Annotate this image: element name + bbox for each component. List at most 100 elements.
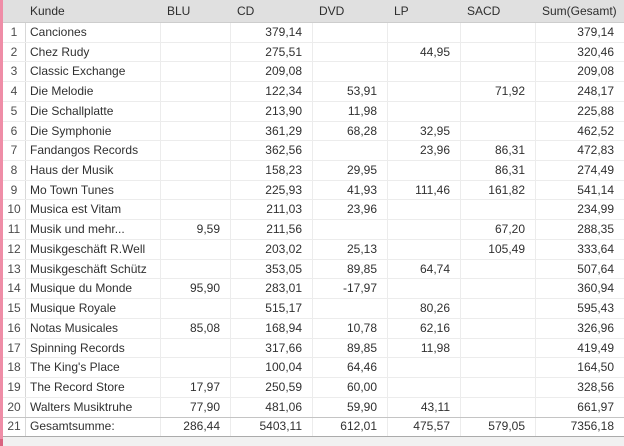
table-row[interactable]: 19 The Record Store 17,97 250,59 60,00 3… xyxy=(3,377,624,398)
cell-lp[interactable] xyxy=(388,23,461,42)
table-row[interactable]: 11 Musik und mehr... 9,59 211,56 67,20 2… xyxy=(3,220,624,240)
row-number-cell[interactable]: 10 xyxy=(3,200,26,220)
cell-blu[interactable]: 95,90 xyxy=(161,279,231,299)
cell-sum[interactable]: 333,64 xyxy=(577,241,614,256)
cell-blu[interactable] xyxy=(161,200,231,220)
cell-sacd[interactable] xyxy=(461,121,536,141)
header-cell-lp[interactable]: LP xyxy=(394,4,409,18)
cell-blu[interactable] xyxy=(161,299,231,318)
cell-cd[interactable]: 5403,11 xyxy=(231,418,313,437)
cell-lp[interactable] xyxy=(388,239,461,259)
cell-blu[interactable] xyxy=(161,23,231,42)
cell-lp[interactable] xyxy=(388,82,461,101)
cell-sum[interactable]: 248,17 xyxy=(577,84,614,99)
cell-cd[interactable]: 283,01 xyxy=(231,279,313,299)
cell-dvd[interactable] xyxy=(313,62,388,82)
header-cell-sacd[interactable]: SACD xyxy=(467,4,501,18)
row-number-cell[interactable]: 8 xyxy=(3,161,26,180)
cell-kunde[interactable]: Musikgeschäft R.Well xyxy=(26,239,161,259)
cell-dvd[interactable]: -17,97 xyxy=(313,279,388,299)
row-number-cell[interactable]: 3 xyxy=(3,62,26,82)
cell-cd[interactable]: 203,02 xyxy=(231,239,313,259)
cell-kunde[interactable]: The King's Place xyxy=(26,358,161,377)
row-number-cell[interactable]: 4 xyxy=(3,82,26,101)
cell-lp[interactable]: 475,57 xyxy=(388,418,461,437)
cell-dvd[interactable]: 68,28 xyxy=(313,121,388,141)
cell-kunde[interactable]: Musica est Vitam xyxy=(26,200,161,220)
cell-sum[interactable]: 288,35 xyxy=(577,222,614,237)
table-row[interactable]: 18 The King's Place 100,04 64,46 164,50 xyxy=(3,358,624,378)
cell-sum[interactable]: 541,14 xyxy=(577,182,614,197)
cell-cd[interactable]: 275,51 xyxy=(231,42,313,62)
cell-cd[interactable]: 213,90 xyxy=(231,101,313,121)
cell-blu[interactable] xyxy=(161,338,231,358)
cell-cd[interactable]: 211,56 xyxy=(231,220,313,239)
cell-sum[interactable]: 274,49 xyxy=(577,163,614,178)
cell-lp[interactable]: 43,11 xyxy=(388,397,461,418)
cell-dvd[interactable] xyxy=(313,23,388,42)
row-number-cell[interactable]: 11 xyxy=(3,220,26,239)
row-number-cell[interactable]: 18 xyxy=(3,358,26,377)
cell-cd[interactable]: 353,05 xyxy=(231,259,313,279)
table-row[interactable]: 2 Chez Rudy 275,51 44,95 320,46 xyxy=(3,42,624,63)
cell-sum[interactable]: 326,96 xyxy=(577,320,614,335)
cell-sacd[interactable] xyxy=(461,23,536,42)
cell-sacd[interactable]: 86,31 xyxy=(461,161,536,180)
cell-sum[interactable]: 419,49 xyxy=(577,340,614,355)
cell-sacd[interactable] xyxy=(461,259,536,279)
row-number-cell[interactable]: 7 xyxy=(3,141,26,161)
cell-dvd[interactable]: 29,95 xyxy=(313,161,388,180)
cell-kunde[interactable]: Die Melodie xyxy=(26,82,161,101)
table-row[interactable]: 8 Haus der Musik 158,23 29,95 86,31 274,… xyxy=(3,161,624,181)
cell-sacd[interactable]: 579,05 xyxy=(461,418,536,437)
cell-kunde[interactable]: The Record Store xyxy=(26,377,161,397)
cell-kunde[interactable]: Canciones xyxy=(26,23,161,42)
cell-lp[interactable] xyxy=(388,377,461,397)
cell-lp[interactable] xyxy=(388,220,461,239)
cell-sacd[interactable] xyxy=(461,338,536,358)
cell-cd[interactable]: 361,29 xyxy=(231,121,313,141)
row-number-cell[interactable]: 17 xyxy=(3,338,26,358)
cell-sum[interactable]: 328,56 xyxy=(577,379,614,394)
cell-kunde[interactable]: Haus der Musik xyxy=(26,161,161,180)
cell-dvd[interactable] xyxy=(313,42,388,62)
table-row[interactable]: 20 Walters Musiktruhe 77,90 481,06 59,90… xyxy=(3,397,624,418)
cell-dvd[interactable] xyxy=(313,220,388,239)
cell-blu[interactable] xyxy=(161,358,231,377)
cell-cd[interactable]: 168,94 xyxy=(231,318,313,338)
cell-blu[interactable]: 17,97 xyxy=(161,377,231,397)
cell-dvd[interactable]: 64,46 xyxy=(313,358,388,377)
row-number-cell[interactable]: 15 xyxy=(3,299,26,318)
cell-dvd[interactable]: 60,00 xyxy=(313,377,388,397)
cell-sum[interactable]: 320,46 xyxy=(577,44,614,59)
cell-sum[interactable]: 595,43 xyxy=(577,301,614,316)
cell-cd[interactable]: 209,08 xyxy=(231,62,313,82)
table-row[interactable]: 15 Musique Royale 515,17 80,26 595,43 xyxy=(3,299,624,319)
cell-sum[interactable]: 507,64 xyxy=(577,261,614,276)
cell-sacd[interactable] xyxy=(461,299,536,318)
cell-sacd[interactable]: 105,49 xyxy=(461,239,536,259)
cell-sacd[interactable]: 86,31 xyxy=(461,141,536,161)
cell-lp[interactable] xyxy=(388,161,461,180)
cell-dvd[interactable]: 23,96 xyxy=(313,200,388,220)
cell-blu[interactable] xyxy=(161,121,231,141)
cell-sum[interactable]: 661,97 xyxy=(577,399,614,414)
row-number-cell[interactable]: 14 xyxy=(3,279,26,299)
cell-sum[interactable]: 379,14 xyxy=(577,25,614,39)
cell-lp[interactable] xyxy=(388,200,461,220)
cell-dvd[interactable]: 53,91 xyxy=(313,82,388,101)
header-cell-cd[interactable]: CD xyxy=(237,4,255,18)
row-number-cell[interactable]: 1 xyxy=(3,23,26,42)
row-number-cell[interactable]: 20 xyxy=(3,397,26,418)
cell-cd[interactable]: 317,66 xyxy=(231,338,313,358)
cell-cd[interactable]: 250,59 xyxy=(231,377,313,397)
table-row[interactable]: 17 Spinning Records 317,66 89,85 11,98 4… xyxy=(3,338,624,359)
table-row[interactable]: 10 Musica est Vitam 211,03 23,96 234,99 xyxy=(3,200,624,221)
cell-sacd[interactable]: 161,82 xyxy=(461,180,536,200)
cell-blu[interactable] xyxy=(161,180,231,200)
header-cell-blu[interactable]: BLU xyxy=(167,4,191,18)
table-row[interactable]: 9 Mo Town Tunes 225,93 41,93 111,46 161,… xyxy=(3,180,624,201)
cell-cd[interactable]: 362,56 xyxy=(231,141,313,161)
cell-sum[interactable]: 472,83 xyxy=(577,143,614,158)
cell-dvd[interactable]: 41,93 xyxy=(313,180,388,200)
